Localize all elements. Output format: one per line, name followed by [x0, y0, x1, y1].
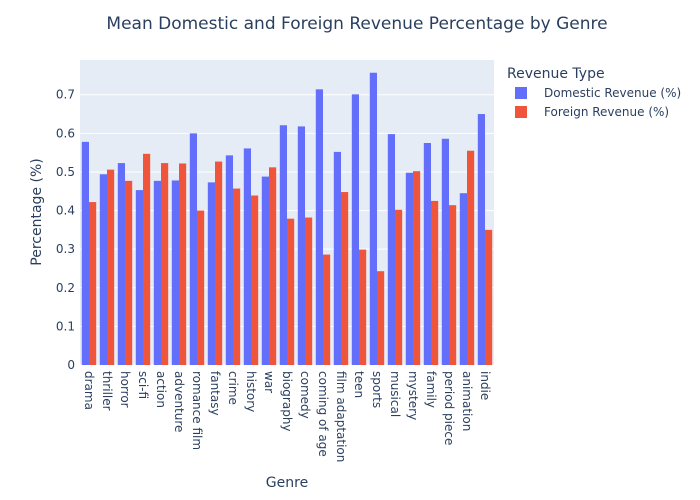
bar-domestic[interactable] — [477, 114, 485, 366]
bar-domestic[interactable] — [135, 190, 143, 365]
bar-foreign[interactable] — [467, 150, 475, 365]
bar-domestic[interactable] — [171, 180, 179, 365]
bar-domestic[interactable] — [297, 126, 305, 365]
bar-domestic[interactable] — [423, 143, 431, 365]
bar-foreign[interactable] — [287, 218, 295, 365]
y-tick-label: 0.2 — [56, 281, 75, 295]
bar-domestic[interactable] — [207, 182, 215, 365]
legend-label[interactable]: Domestic Revenue (%) — [544, 86, 681, 100]
x-tick-label: adventure — [172, 371, 186, 432]
chart-title: Mean Domestic and Foreign Revenue Percen… — [106, 14, 607, 34]
bar-foreign[interactable] — [197, 210, 205, 365]
x-tick-label: crime — [226, 371, 240, 405]
bar-foreign[interactable] — [161, 163, 169, 365]
bar-domestic[interactable] — [315, 89, 323, 366]
bar-domestic[interactable] — [117, 163, 125, 365]
bar-foreign[interactable] — [359, 249, 367, 365]
y-tick-label: 0.7 — [56, 88, 75, 102]
x-tick-label: period piece — [442, 371, 456, 445]
x-tick-label: drama — [82, 371, 96, 410]
x-tick-label: history — [244, 371, 258, 412]
bar-domestic[interactable] — [459, 193, 467, 365]
bar-domestic[interactable] — [99, 174, 107, 365]
bar-foreign[interactable] — [179, 163, 187, 365]
bar-domestic[interactable] — [441, 138, 449, 365]
bar-foreign[interactable] — [125, 180, 133, 365]
y-tick-label: 0.6 — [56, 126, 75, 140]
y-tick-label: 0.1 — [56, 319, 75, 333]
x-axis-title: Genre — [266, 475, 308, 491]
bar-foreign[interactable] — [323, 254, 331, 365]
bars — [81, 72, 493, 366]
y-axis-title: Percentage (%) — [29, 158, 45, 265]
y-tick-label: 0.3 — [56, 242, 75, 256]
bar-foreign[interactable] — [485, 229, 493, 365]
x-tick-label: sci-fi — [136, 371, 150, 399]
x-tick-label: war — [262, 371, 276, 393]
legend-swatch[interactable] — [515, 87, 527, 99]
x-tick-label: musical — [388, 371, 402, 417]
bar-foreign[interactable] — [215, 161, 223, 365]
bar-foreign[interactable] — [305, 217, 313, 365]
bar-domestic[interactable] — [369, 72, 377, 365]
bar-foreign[interactable] — [341, 192, 349, 365]
y-tick-labels: 0 0.1 0.2 0.3 0.4 0.5 0.6 0.7 — [56, 88, 75, 372]
x-tick-label: coming of age — [316, 371, 330, 457]
bar-foreign[interactable] — [413, 171, 421, 365]
bar-domestic[interactable] — [261, 176, 269, 365]
x-tick-label: biography — [280, 371, 294, 432]
x-tick-label: romance film — [190, 371, 204, 450]
bar-foreign[interactable] — [377, 271, 385, 365]
x-tick-label: mystery — [406, 371, 420, 420]
legend-label[interactable]: Foreign Revenue (%) — [544, 105, 669, 119]
x-tick-label: teen — [352, 371, 366, 398]
x-tick-label: film adaptation — [334, 371, 348, 462]
bar-domestic[interactable] — [333, 151, 341, 365]
x-tick-label: horror — [118, 371, 132, 408]
bar-foreign[interactable] — [251, 195, 259, 365]
bar-foreign[interactable] — [449, 205, 457, 365]
bar-domestic[interactable] — [189, 133, 197, 365]
bar-foreign[interactable] — [143, 153, 151, 365]
bar-domestic[interactable] — [243, 148, 251, 365]
legend-swatch[interactable] — [515, 106, 527, 118]
bar-domestic[interactable] — [81, 141, 89, 365]
x-tick-label: comedy — [298, 371, 312, 419]
bar-foreign[interactable] — [431, 200, 439, 365]
y-tick-label: 0.5 — [56, 165, 75, 179]
bar-foreign[interactable] — [233, 188, 241, 365]
bar-domestic[interactable] — [153, 180, 161, 365]
y-tick-label: 0 — [67, 358, 75, 372]
bar-domestic[interactable] — [225, 155, 233, 365]
legend: Revenue Type Domestic Revenue (%) Foreign… — [507, 66, 681, 119]
x-tick-labels: drama thriller horror sci-fi action adventure… — [82, 371, 492, 462]
x-tick-label: animation — [460, 371, 474, 431]
y-tick-label: 0.4 — [56, 204, 75, 218]
x-tick-label: thriller — [100, 371, 114, 411]
bar-foreign[interactable] — [395, 209, 403, 365]
bar-domestic[interactable] — [405, 172, 413, 365]
x-tick-label: fantasy — [208, 371, 222, 416]
x-tick-label: action — [154, 371, 168, 408]
bar-foreign[interactable] — [269, 167, 277, 365]
bar-foreign[interactable] — [107, 169, 115, 365]
bar-domestic[interactable] — [387, 134, 395, 365]
bar-foreign[interactable] — [89, 202, 97, 365]
bar-domestic[interactable] — [351, 94, 359, 366]
x-tick-label: indie — [478, 371, 492, 400]
legend-title: Revenue Type — [507, 66, 605, 82]
bar-domestic[interactable] — [279, 125, 287, 366]
x-tick-label: family — [424, 371, 438, 408]
x-tick-label: sports — [370, 371, 384, 408]
